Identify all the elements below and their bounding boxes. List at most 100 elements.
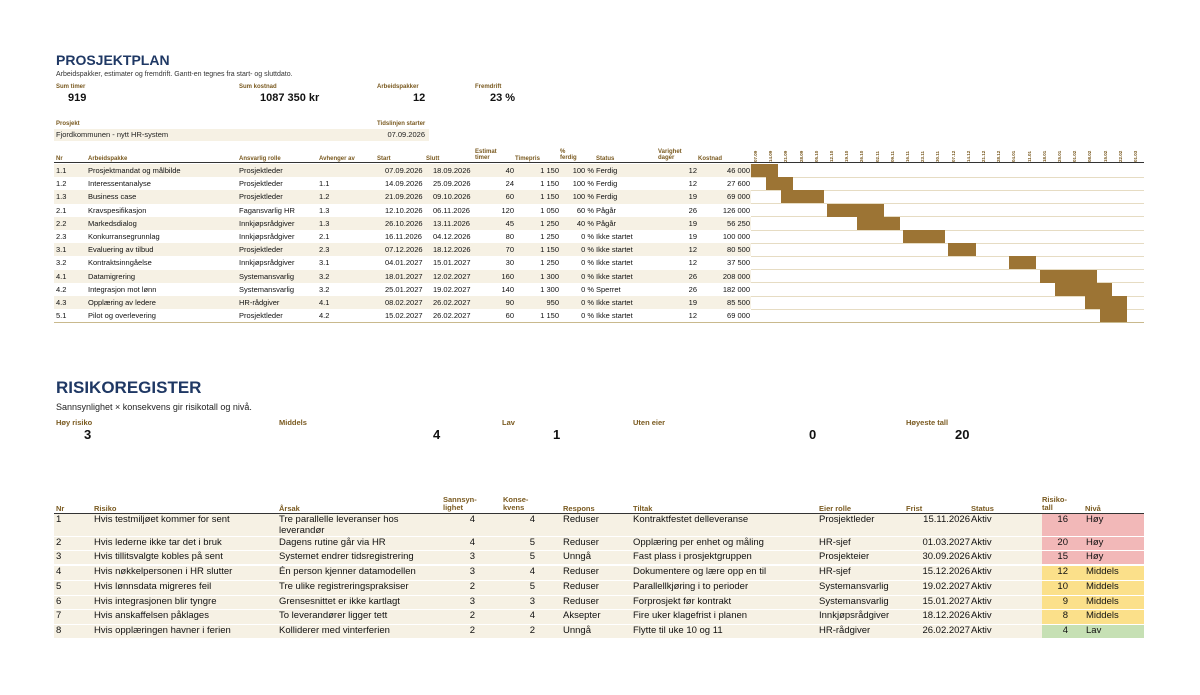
cell-slutt: 19.02.2027 [433,284,471,294]
risk-level-fill [1042,625,1144,638]
cell-varighet: 26 [688,271,697,281]
cell-frist: 15.12.2026 [922,566,970,577]
cell-ferdig: 0 % [581,245,594,255]
kpi-value-hoy-risiko: 3 [84,427,92,442]
cell-pakke: Integrasjon mot lønn [88,284,157,294]
risk-row-bg [54,514,1042,536]
cell-varighet: 12 [688,311,697,321]
cell-status: Aktiv [971,566,992,577]
cell-nr: 1.1 [56,166,67,175]
risk-row-bg [54,551,1042,564]
table-row: 4.1 Datamigrering Systemansvarlig 3.2 18.01.… [54,269,751,283]
cell-rolle: Fagansvarlig HR [239,205,295,215]
cell-frist: 15.11.2026 [923,514,970,525]
rcol-arsak: Årsak [279,504,300,513]
table-row: 4.3 Opplæring av ledere HR-rådgiver 4.1 08.0… [54,296,751,310]
cell-slutt: 04.12.2026 [433,232,471,241]
cell-arsak: Én person kjenner datamodellen [279,566,416,577]
cell-nr: 3.1 [56,245,67,255]
plan-footer-divider [54,322,1144,323]
cell-niva: Middels [1086,566,1119,577]
gantt-row-line [751,255,1144,257]
col-ansvarlig-rolle: Ansvarlig rolle [239,156,281,162]
cell-varighet: 12 [688,179,697,189]
cell-status: Aktiv [971,537,992,548]
cell-arsak: Tre parallelle leveranser hos leverandør [279,514,399,536]
cell-avh: 2.1 [319,232,330,241]
cell-pakke: Markedsdialog [88,218,137,228]
table-row: 2.3 Konkurransegrunnlag Innkjøpsrådgiver 2.… [54,230,751,243]
cell-kostnad: 69 000 [727,311,750,321]
kpi-value-lav: 1 [553,427,561,442]
cell-kostnad: 80 500 [727,245,750,255]
gantt-bar [751,164,779,177]
cell-arsak: Kolliderer med vinterferien [279,625,390,636]
cell-avh: 2.3 [319,245,330,255]
cell-timer: 60 [505,311,514,321]
gantt-date-label: 28.12 [996,150,1002,162]
cell-kostnad: 208 000 [722,271,750,281]
gantt-date-label: 09.11 [889,150,895,162]
cell-pakke: Opplæring av ledere [88,298,156,307]
cell-ferdig: 0 % [581,232,594,241]
cell-sann: 2 [469,581,475,592]
cell-timepris: 1 150 [540,245,559,255]
cell-arsak: Grensesnittet er ikke kartlagt [279,596,400,607]
cell-pakke: Prosjektmandat og målbilde [88,166,181,175]
gantt-date-label: 14.12 [965,150,971,162]
table-row: 1.2 Interessentanalyse Prosjektleder 1.1 14.… [54,177,751,190]
cell-eier: Innkjøpsrådgiver [819,610,890,621]
cell-timepris: 950 [546,298,559,307]
rcol-respons: Respons [563,504,595,513]
cell-start: 12.10.2026 [385,205,423,215]
cell-kostnad: 56 250 [727,218,750,228]
rcol-frist: Frist [906,504,923,513]
cell-sann: 4 [469,537,475,548]
risk-level-fill [1042,514,1144,536]
cell-timer: 30 [505,258,514,268]
kpi-label-middels: Middels [279,418,307,427]
kpi-label-uten-eier: Uten eier [633,418,666,427]
cell-tiltak: Opplæring per enhet og måling [633,537,764,548]
cell-tiltak: Dokumentere og lære opp en til [633,566,767,577]
cell-kons: 4 [529,566,535,577]
col-kostnad: Kostnad [698,156,722,162]
table-row: 2.1 Kravspesifikasjon Fagansvarlig HR 1.3 12… [54,204,751,217]
gantt-row-line [751,308,1144,310]
cell-timer: 80 [505,232,514,241]
cell-nr: 4.2 [56,284,67,294]
cell-kostnad: 182 000 [722,284,750,294]
cell-varighet: 19 [688,232,697,241]
cell-timepris: 1 250 [540,218,559,228]
col-start: Start [377,156,391,162]
cell-kostnad: 126 000 [722,205,750,215]
cell-respons: Reduser [563,596,599,607]
gantt-date-label: 16.11 [905,150,910,162]
risk-level-fill [1042,610,1144,624]
cell-nr: 6 [56,596,62,607]
gantt-bar [766,177,794,191]
cell-arsak: Tre ulike registreringspraksiser [279,581,409,592]
cell-frist: 30.09.2026 [922,551,970,562]
col-avhenger-av: Avhenger av [319,156,355,162]
cell-niva: Høy [1086,551,1104,562]
cell-pakke: Kravspesifikasjon [88,205,147,215]
cell-nr: 1.3 [56,192,67,202]
cell-rolle: Innkjøpsrådgiver [239,258,295,268]
cell-rolle: Systemansvarlig [239,284,295,294]
table-row: 3.2 Kontraktsinngåelse Innkjøpsrådgiver 3.1… [54,256,751,269]
cell-tall: 20 [1057,537,1068,548]
cell-rolle: Prosjektleder [239,179,283,189]
project-value: Fjordkommunen - nytt HR-system [56,130,169,139]
cell-status: Ikke startet [596,271,633,281]
cell-tall: 15 [1057,551,1068,562]
cell-slutt: 13.11.2026 [433,218,470,228]
cell-status: Ikke startet [596,298,633,307]
cell-kons: 5 [529,581,535,592]
cell-rolle: Prosjektleder [239,192,283,202]
kpi-label-sum-kostnad: Sum kostnad [239,84,277,90]
cell-frist: 15.01.2027 [922,596,970,607]
cell-tiltak: Forprosjekt før kontrakt [633,596,732,607]
gantt-date-label: 26.10 [859,150,865,162]
kpi-label-lav: Lav [502,418,515,427]
